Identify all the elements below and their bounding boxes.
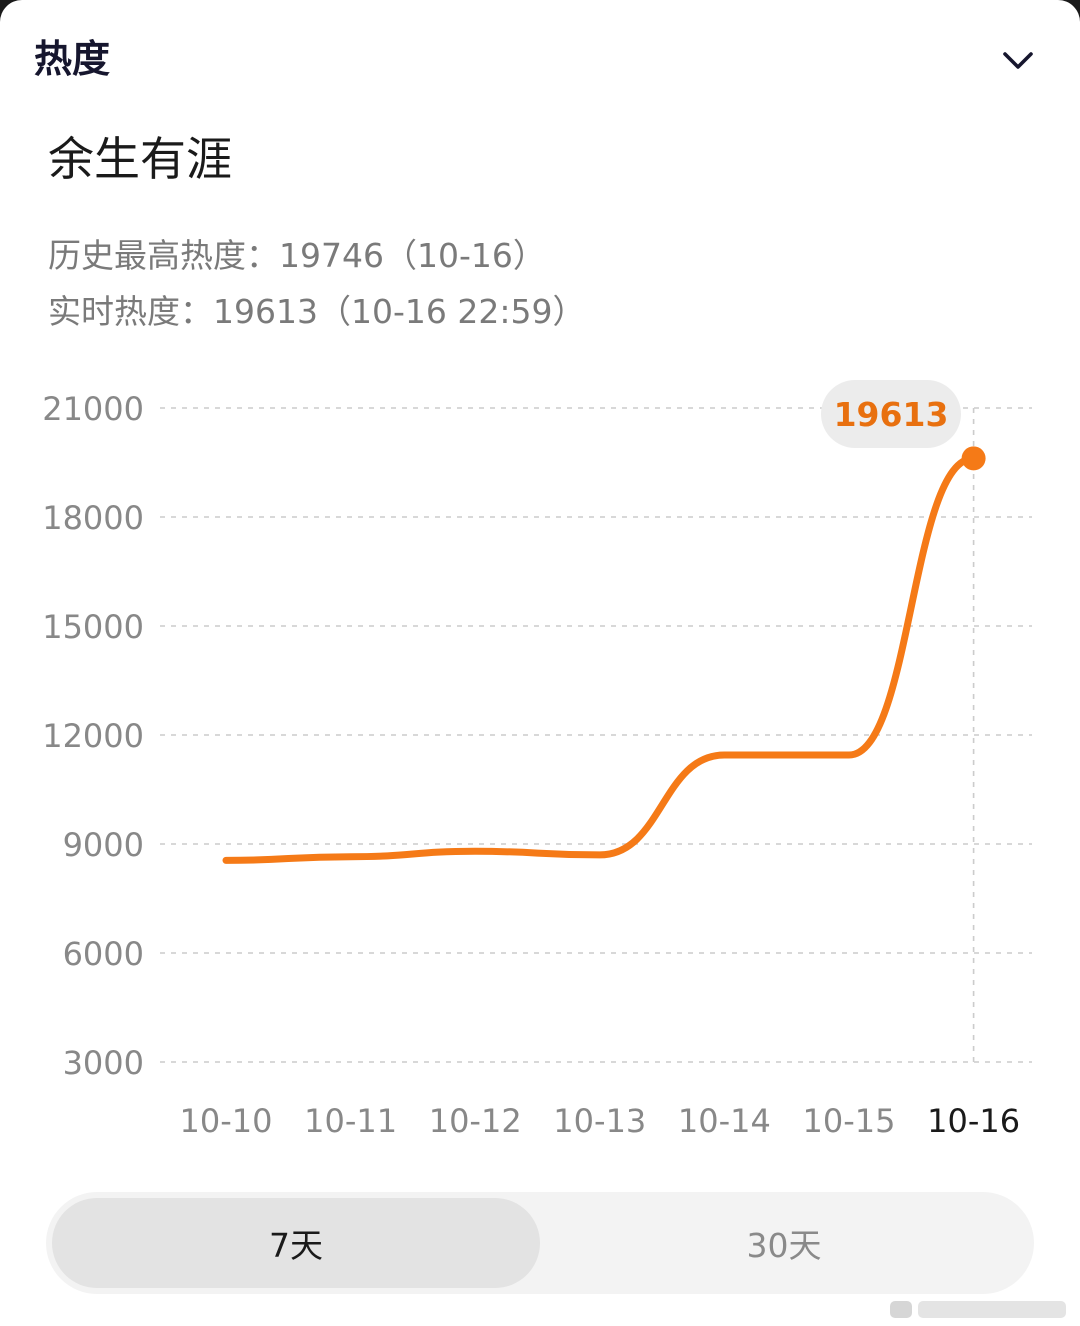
y-tick-label: 15000: [42, 608, 144, 646]
y-tick-label: 6000: [63, 935, 144, 973]
section-title: 热度: [34, 37, 111, 81]
screen-corner: [1036, 0, 1080, 44]
y-tick-label: 9000: [63, 826, 144, 864]
range-option-30-days[interactable]: 30天: [746, 1226, 822, 1265]
y-tick-label: 21000: [42, 390, 144, 428]
y-tick-label: 3000: [63, 1044, 144, 1082]
range-option-7-days[interactable]: 7天: [52, 1198, 540, 1288]
chevron-down-icon: [1003, 52, 1033, 69]
x-tick-label[interactable]: 10-14: [678, 1102, 771, 1140]
x-tick-label[interactable]: 10-15: [803, 1102, 896, 1140]
collapse-button[interactable]: [996, 40, 1040, 80]
topic-title: 余生有涯: [48, 132, 232, 186]
x-tick-label[interactable]: 10-12: [429, 1102, 522, 1140]
x-tick-label[interactable]: 10-10: [180, 1102, 273, 1140]
screen-corner: [0, 0, 44, 44]
y-tick-label: 18000: [42, 499, 144, 537]
range-toggle: 7天 30天: [46, 1192, 1034, 1294]
data-point-highlight[interactable]: [961, 446, 986, 471]
x-tick-label[interactable]: 10-11: [304, 1102, 397, 1140]
y-tick-label: 12000: [42, 717, 144, 755]
heat-line-chart: 21000 18000 15000 12000 9000 6000 3000 19613 10-…: [42, 380, 1032, 1140]
x-tick-label[interactable]: 10-13: [553, 1102, 646, 1140]
peak-heat-text: 历史最高热度：19746（10-16）: [48, 236, 546, 275]
value-badge-label: 19613: [834, 395, 949, 434]
watermark-logo: [890, 1301, 1066, 1318]
heat-series-line: [222, 454, 978, 864]
x-tick-label[interactable]: 10-16: [927, 1102, 1020, 1140]
value-badge: [821, 380, 961, 448]
realtime-heat-text: 实时热度：19613（10-16 22:59）: [48, 292, 586, 331]
